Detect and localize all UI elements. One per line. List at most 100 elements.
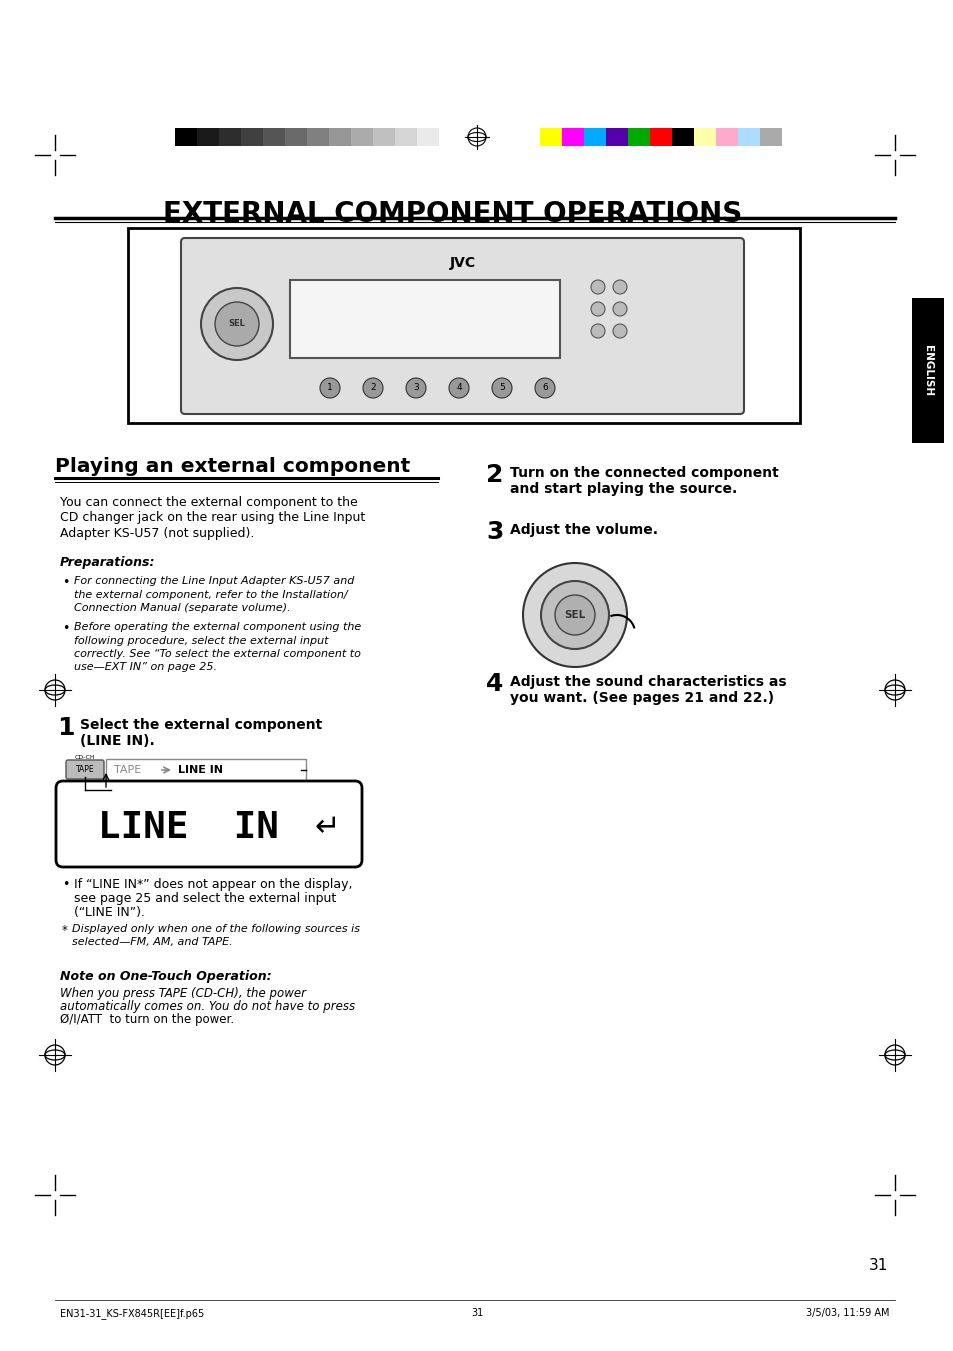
Bar [196,128,219,146]
Circle shape [555,594,595,635]
Bar [605,128,627,146]
Text: 1: 1 [57,716,74,740]
Text: 3: 3 [413,384,418,393]
Circle shape [522,563,626,667]
FancyBboxPatch shape [66,761,104,780]
Text: 6: 6 [541,384,547,393]
Text: Displayed only when one of the following sources is: Displayed only when one of the following… [71,924,359,934]
Text: •: • [62,576,70,589]
Text: EXTERNAL COMPONENT OPERATIONS: EXTERNAL COMPONENT OPERATIONS [163,200,741,228]
Text: •: • [62,621,70,635]
Text: 4: 4 [456,384,461,393]
Text: •: • [62,878,70,892]
Circle shape [613,280,626,295]
FancyBboxPatch shape [56,781,361,867]
Text: Adjust the volume.: Adjust the volume. [510,523,658,536]
Text: If “LINE IN*” does not appear on the display,: If “LINE IN*” does not appear on the dis… [74,878,352,892]
Text: Preparations:: Preparations: [60,557,155,569]
Text: JVC: JVC [449,255,475,270]
Bar [760,128,781,146]
Text: 2: 2 [370,384,375,393]
Circle shape [201,288,273,359]
Text: 1: 1 [327,384,333,393]
Text: correctly. See “To select the external component to: correctly. See “To select the external c… [74,648,360,659]
Text: EN31-31_KS-FX845R[EE]f.p65: EN31-31_KS-FX845R[EE]f.p65 [60,1308,204,1319]
Bar [241,128,263,146]
Text: Adapter KS-U57 (not supplied).: Adapter KS-U57 (not supplied). [60,527,254,540]
Text: see page 25 and select the external input: see page 25 and select the external inpu… [74,892,335,905]
Bar [416,128,438,146]
Text: selected—FM, AM, and TAPE.: selected—FM, AM, and TAPE. [71,938,233,947]
Bar [583,128,605,146]
Text: 3/5/03, 11:59 AM: 3/5/03, 11:59 AM [805,1308,889,1319]
Circle shape [535,378,555,399]
Bar [219,128,241,146]
Text: TAPE: TAPE [75,766,94,774]
Bar [649,128,671,146]
Text: Connection Manual (separate volume).: Connection Manual (separate volume). [74,603,291,613]
Text: automatically comes on. You do not have to press: automatically comes on. You do not have … [60,1000,355,1013]
Text: use—EXT IN” on page 25.: use—EXT IN” on page 25. [74,662,216,673]
Text: CD-CH: CD-CH [74,755,95,761]
Text: the external component, refer to the Installation/: the external component, refer to the Ins… [74,589,347,600]
Text: Note on One-Touch Operation:: Note on One-Touch Operation: [60,970,272,984]
Text: 5: 5 [498,384,504,393]
Text: following procedure, select the external input: following procedure, select the external… [74,635,328,646]
Bar [671,128,693,146]
Bar [561,128,583,146]
Bar [351,128,373,146]
Text: Before operating the external component using the: Before operating the external component … [74,621,361,632]
Text: SEL: SEL [564,611,585,620]
Text: ENGLISH: ENGLISH [923,345,932,396]
Circle shape [613,303,626,316]
Text: When you press TAPE (CD-CH), the power: When you press TAPE (CD-CH), the power [60,988,306,1000]
Text: Select the external component
(LINE IN).: Select the external component (LINE IN). [80,717,322,748]
Bar [539,128,561,146]
Text: 3: 3 [485,520,503,544]
Circle shape [492,378,512,399]
Text: 31: 31 [868,1258,887,1273]
Text: ↵: ↵ [314,813,339,843]
FancyBboxPatch shape [181,238,743,413]
Text: Playing an external component: Playing an external component [55,457,410,476]
Circle shape [590,324,604,338]
Text: Turn on the connected component
and start playing the source.: Turn on the connected component and star… [510,466,778,496]
Bar [290,280,559,358]
Bar [693,128,716,146]
Text: LINE  IN: LINE IN [98,811,279,846]
Circle shape [590,303,604,316]
Circle shape [590,280,604,295]
Text: You can connect the external component to the: You can connect the external component t… [60,496,357,509]
Text: TAPE: TAPE [113,765,141,775]
Circle shape [540,581,608,648]
Text: Ø/I/ATT  to turn on the power.: Ø/I/ATT to turn on the power. [60,1013,233,1025]
Text: For connecting the Line Input Adapter KS-U57 and: For connecting the Line Input Adapter KS… [74,576,354,586]
Circle shape [449,378,469,399]
Text: 31: 31 [471,1308,482,1319]
Bar [738,128,760,146]
Circle shape [406,378,426,399]
Text: *: * [62,924,68,938]
Bar [373,128,395,146]
Text: CD changer jack on the rear using the Line Input: CD changer jack on the rear using the Li… [60,512,365,524]
Bar [263,128,285,146]
Text: 4: 4 [485,671,503,696]
Text: LINE IN: LINE IN [178,765,223,775]
Bar [716,128,738,146]
Circle shape [214,303,258,346]
Text: (“LINE IN”).: (“LINE IN”). [74,907,145,919]
Text: Adjust the sound characteristics as
you want. (See pages 21 and 22.): Adjust the sound characteristics as you … [510,676,786,705]
Bar [627,128,649,146]
Text: SEL: SEL [229,319,245,328]
Bar [128,228,800,423]
Bar [307,128,329,146]
Bar [395,128,416,146]
Bar [174,128,196,146]
Text: 2: 2 [485,463,503,486]
Circle shape [319,378,339,399]
Bar [285,128,307,146]
Bar [911,299,943,443]
Bar [438,128,460,146]
Circle shape [613,324,626,338]
Circle shape [363,378,382,399]
